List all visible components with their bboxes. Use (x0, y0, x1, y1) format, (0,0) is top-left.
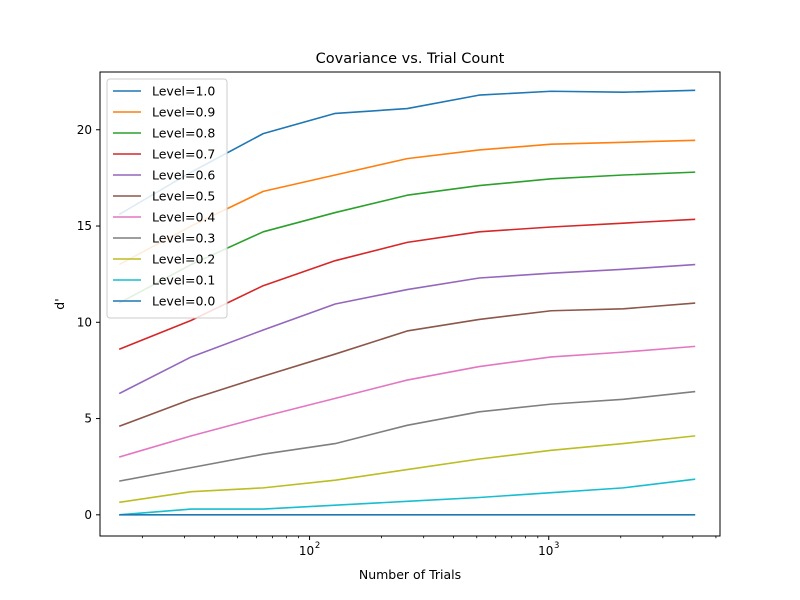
legend-entry: Level=0.3 (152, 231, 215, 246)
y-tick-label: 0 (84, 508, 92, 522)
y-axis-label: d' (52, 298, 67, 309)
legend: Level=1.0 Level=0.9 Level=0.8 Level=0.7 Leve… (106, 78, 228, 319)
x-axis-label: Number of Trials (359, 567, 461, 582)
legend-entry: Level=0.2 (152, 252, 215, 267)
y-axis-ticks: 0 5 10 15 20 (77, 123, 100, 522)
x-tick-label-exponent: 3 (554, 541, 559, 551)
y-tick-label: 20 (77, 123, 92, 137)
x-tick-label: 10 (299, 544, 314, 558)
legend-entry: Level=0.9 (152, 105, 215, 120)
x-tick-label: 10 (538, 544, 553, 558)
series-line-level-0-6 (118, 263, 696, 395)
series-line-level-0-4 (118, 345, 696, 458)
series-line-level-0-2 (119, 435, 696, 504)
series-line-level-0-1 (119, 478, 696, 516)
y-tick-label: 5 (84, 412, 92, 426)
series-line-level-0-3 (119, 390, 696, 482)
legend-entry: Level=0.0 (152, 294, 215, 309)
y-tick-label: 10 (77, 315, 92, 329)
legend-entry: Level=0.6 (152, 168, 215, 183)
legend-entry: Level=1.0 (152, 84, 215, 99)
axes-frame (99, 71, 721, 537)
x-tick-label-exponent: 2 (315, 541, 320, 551)
legend-entry: Level=0.5 (152, 189, 215, 204)
legend-entry: Level=0.4 (152, 210, 215, 225)
chart-title: Covariance vs. Trial Count (316, 51, 505, 67)
x-axis-ticks: 10 2 10 3 (141, 536, 717, 558)
legend-entry: Level=0.8 (152, 126, 215, 141)
legend-entry: Level=0.1 (152, 273, 215, 288)
series-line-level-0-5 (118, 302, 696, 428)
y-tick-label: 15 (77, 219, 92, 233)
legend-entry: Level=0.7 (152, 147, 215, 162)
